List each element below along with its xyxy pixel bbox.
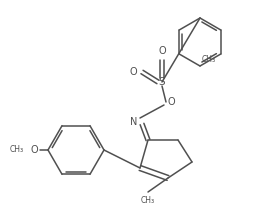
Text: CH₃: CH₃ [141,196,155,205]
Text: S: S [159,77,165,87]
Text: CH₃: CH₃ [10,146,24,155]
Text: O: O [129,67,137,77]
Text: O: O [30,145,38,155]
Text: O: O [158,46,166,56]
Text: CH₃: CH₃ [202,55,216,64]
Text: O: O [168,97,176,107]
Text: N: N [130,117,137,127]
